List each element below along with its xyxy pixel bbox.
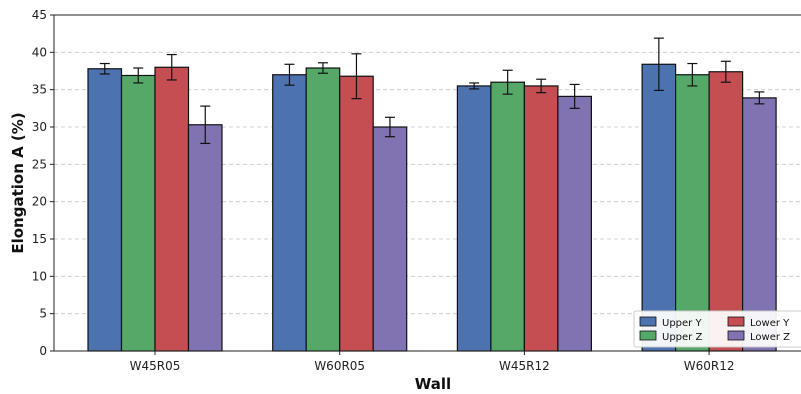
bar (557, 95, 593, 352)
bar (305, 67, 341, 352)
legend-box (633, 310, 801, 348)
bar (272, 74, 307, 352)
bar (87, 68, 123, 352)
bar (120, 74, 156, 352)
x-axis-title: Wall (415, 375, 451, 393)
y-axis-title: Elongation A (%) (9, 112, 27, 253)
legend-label: Lower Z (750, 332, 790, 343)
bar (490, 81, 525, 352)
legend-label: Lower Y (750, 318, 790, 329)
axes (50, 14, 801, 355)
y-tick-label: 10 (32, 269, 47, 283)
bar (708, 71, 744, 352)
legend-swatch (639, 330, 657, 341)
y-tick-labels: 0 5 10 15 20 25 30 35 40 45 (32, 8, 47, 358)
y-tick-label: 35 (32, 83, 47, 97)
legend-label: Upper Z (662, 332, 702, 343)
legend-swatch (639, 316, 657, 327)
x-tick-label: W60R05 (314, 359, 365, 373)
y-tick-label: 30 (32, 120, 47, 134)
legend: Upper Y Upper Z Lower Y Lower Z (633, 310, 801, 348)
y-tick-label: 20 (32, 195, 47, 209)
y-tick-label: 5 (39, 307, 47, 321)
bar (456, 85, 492, 352)
y-tick-label: 25 (32, 157, 47, 171)
x-tick-label: W45R05 (130, 359, 181, 373)
bars (87, 63, 777, 352)
bar (741, 97, 777, 352)
x-tick-label: W45R12 (499, 359, 550, 373)
x-tick-label: W60R12 (684, 359, 735, 373)
bar (154, 66, 190, 352)
legend-label: Upper Y (662, 318, 702, 329)
y-tick-label: 0 (39, 344, 47, 358)
y-tick-label: 45 (32, 8, 47, 22)
bar (372, 126, 408, 352)
y-tick-label: 40 (32, 45, 47, 59)
legend-swatch (727, 330, 745, 341)
bar (674, 74, 710, 352)
bar (523, 85, 559, 352)
legend-swatch (727, 316, 745, 327)
y-tick-label: 15 (32, 232, 47, 246)
error-bars (99, 37, 765, 145)
bar (641, 63, 677, 352)
bar (339, 75, 374, 352)
bar (187, 124, 223, 352)
x-tick-labels: W45R05 W60R05 W45R12 W60R12 (130, 359, 735, 373)
